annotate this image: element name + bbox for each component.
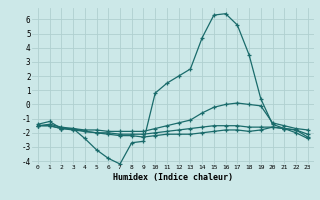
X-axis label: Humidex (Indice chaleur): Humidex (Indice chaleur) [113, 173, 233, 182]
